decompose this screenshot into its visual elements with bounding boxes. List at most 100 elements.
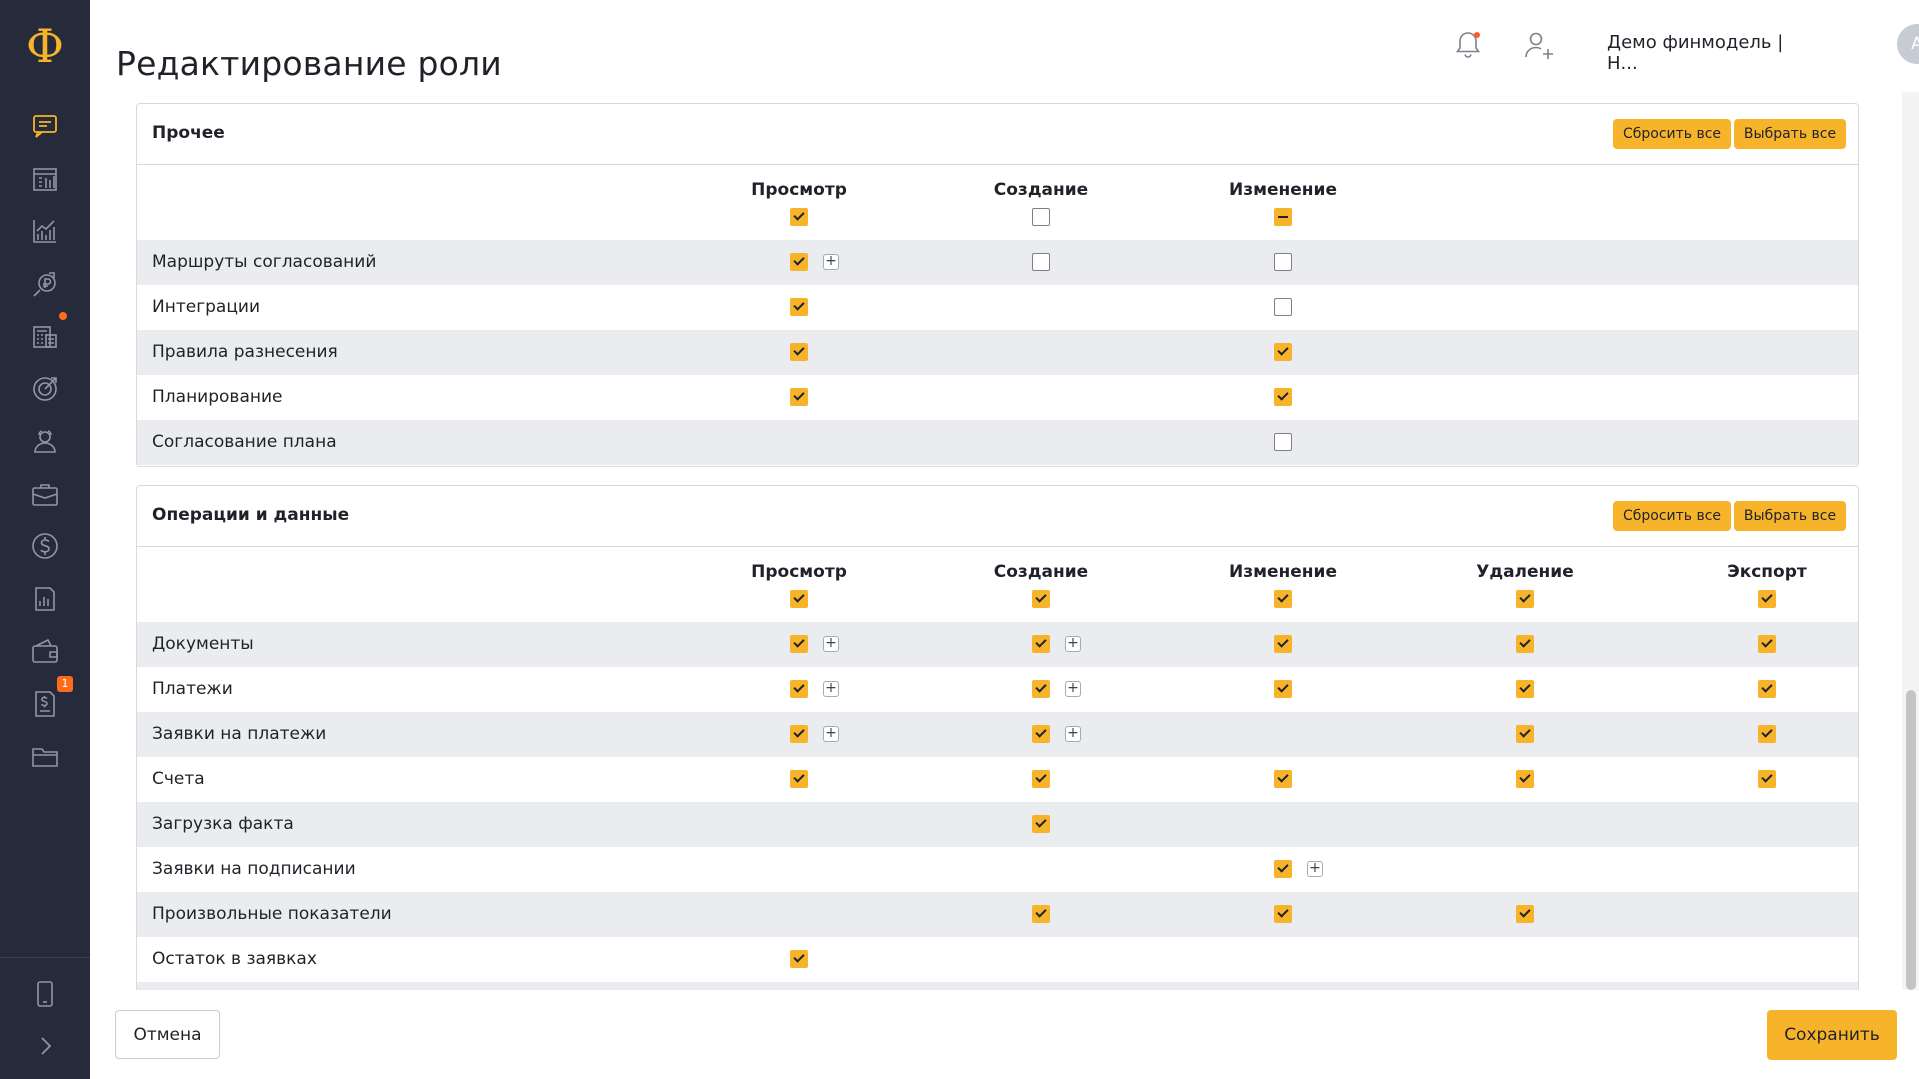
- sidebar-item-calendar[interactable]: [29, 163, 61, 195]
- permission-checkbox[interactable]: [1758, 725, 1776, 743]
- sidebar-item-chat[interactable]: [29, 110, 61, 142]
- permission-checkbox[interactable]: [1274, 635, 1292, 653]
- permission-checkbox[interactable]: [1274, 680, 1292, 698]
- permission-checkbox[interactable]: [1758, 680, 1776, 698]
- permission-checkbox[interactable]: [790, 725, 808, 743]
- sidebar-item-wallet[interactable]: [29, 635, 61, 667]
- sidebar-bottom-mobile[interactable]: [29, 978, 61, 1010]
- permission-checkbox[interactable]: [790, 680, 808, 698]
- add-user-button[interactable]: [1522, 28, 1556, 62]
- sidebar-item-dollar[interactable]: [29, 530, 61, 562]
- column-select-all-checkbox[interactable]: [790, 590, 808, 608]
- column-select-all-checkbox[interactable]: [1274, 590, 1292, 608]
- expand-plus-icon[interactable]: +: [1065, 726, 1081, 742]
- permission-checkbox[interactable]: [1274, 433, 1292, 451]
- cancel-button[interactable]: Отмена: [115, 1010, 220, 1059]
- permission-checkbox[interactable]: [790, 770, 808, 788]
- sidebar-item-calculator[interactable]: [29, 312, 67, 352]
- column-select-all-checkbox[interactable]: [1274, 208, 1292, 226]
- save-button[interactable]: Сохранить: [1767, 1010, 1897, 1060]
- permission-checkbox[interactable]: [1516, 905, 1534, 923]
- permission-checkbox[interactable]: [1274, 343, 1292, 361]
- expand-plus-icon[interactable]: +: [823, 681, 839, 697]
- permission-checkbox[interactable]: [1516, 635, 1534, 653]
- reset-all-button[interactable]: Сбросить все: [1613, 501, 1731, 531]
- permission-checkbox[interactable]: [1516, 680, 1534, 698]
- footer-bar: Отмена Сохранить: [90, 990, 1919, 1079]
- avatar[interactable]: А: [1897, 24, 1919, 64]
- scrollbar-thumb[interactable]: [1906, 690, 1916, 990]
- column-select-all-checkbox[interactable]: [1032, 590, 1050, 608]
- app-logo[interactable]: Ф: [25, 19, 65, 73]
- invoice-icon: [35, 690, 55, 717]
- permission-checkbox[interactable]: [1758, 770, 1776, 788]
- permission-checkbox[interactable]: [1032, 253, 1050, 271]
- permission-row: Заявки на платежи + +: [137, 712, 1858, 757]
- permission-row: Счета: [137, 757, 1858, 802]
- column-label: Создание: [993, 180, 1089, 200]
- sidebar-divider: [0, 957, 90, 958]
- permission-checkbox[interactable]: [1032, 905, 1050, 923]
- sidebar-item-target[interactable]: [29, 373, 61, 405]
- calendar-icon: [33, 167, 57, 191]
- sidebar-item-ruble-growth[interactable]: [29, 268, 61, 300]
- sidebar-item-report[interactable]: [29, 583, 61, 615]
- permission-checkbox[interactable]: [790, 253, 808, 271]
- role-editor-content: Прочее Сбросить все Выбрать все Просмотр Соз…: [90, 92, 1900, 990]
- sidebar-item-users[interactable]: [29, 425, 61, 457]
- folder-icon: [32, 748, 58, 767]
- org-selector[interactable]: Демо финмодель | Н...: [1607, 32, 1784, 74]
- reset-all-button[interactable]: Сбросить все: [1613, 119, 1731, 149]
- permission-checkbox[interactable]: [1274, 253, 1292, 271]
- select-all-button[interactable]: Выбрать все: [1734, 501, 1846, 531]
- permission-checkbox[interactable]: [1516, 770, 1534, 788]
- permission-checkbox[interactable]: [1274, 860, 1292, 878]
- permission-checkbox[interactable]: [1032, 725, 1050, 743]
- permission-row: Остаток в заявках: [137, 937, 1858, 982]
- permission-checkbox[interactable]: [790, 298, 808, 316]
- sidebar-item-invoice[interactable]: 1: [29, 675, 73, 720]
- permission-checkbox[interactable]: [1274, 298, 1292, 316]
- permission-label: Остаток в заявках: [152, 949, 317, 969]
- select-all-button[interactable]: Выбрать все: [1734, 119, 1846, 149]
- permission-row: Правила разнесения: [137, 330, 1858, 375]
- permission-checkbox[interactable]: [790, 343, 808, 361]
- column-select-all-checkbox[interactable]: [790, 208, 808, 226]
- column-select-all-checkbox[interactable]: [1032, 208, 1050, 226]
- permission-checkbox[interactable]: [1516, 725, 1534, 743]
- permission-checkbox[interactable]: [790, 950, 808, 968]
- permission-label: Интеграции: [152, 297, 261, 317]
- permission-checkbox[interactable]: [1274, 905, 1292, 923]
- permission-checkbox[interactable]: [1032, 680, 1050, 698]
- column-select-all-checkbox[interactable]: [1758, 590, 1776, 608]
- sidebar-item-chart[interactable]: [29, 215, 61, 247]
- permission-checkbox[interactable]: [790, 635, 808, 653]
- column-select-all-checkbox[interactable]: [1516, 590, 1534, 608]
- permission-checkbox[interactable]: [1758, 635, 1776, 653]
- permission-checkbox[interactable]: [790, 388, 808, 406]
- users-icon: [34, 430, 56, 453]
- expand-plus-icon[interactable]: +: [1307, 861, 1323, 877]
- permission-checkbox[interactable]: [1032, 770, 1050, 788]
- wallet-icon: [32, 638, 58, 663]
- expand-plus-icon[interactable]: +: [823, 254, 839, 270]
- permission-label: Заявки на подписании: [152, 859, 356, 879]
- expand-icon: [41, 1037, 52, 1055]
- sidebar-bottom-expand[interactable]: [29, 1030, 61, 1062]
- bell-icon: [1455, 32, 1481, 58]
- permission-checkbox[interactable]: [1032, 635, 1050, 653]
- permission-checkbox[interactable]: [1032, 815, 1050, 833]
- permission-checkbox[interactable]: [1274, 770, 1292, 788]
- permissions-panel-operations: Операции и данные Сбросить все Выбрать все…: [136, 485, 1859, 990]
- notifications-button[interactable]: [1451, 28, 1485, 62]
- expand-plus-icon[interactable]: +: [823, 636, 839, 652]
- permission-checkbox[interactable]: [1274, 388, 1292, 406]
- sidebar-item-folder[interactable]: [29, 740, 61, 772]
- permission-label: Согласование плана: [152, 432, 337, 452]
- sidebar-item-briefcase[interactable]: [29, 478, 61, 510]
- expand-plus-icon[interactable]: +: [1065, 636, 1081, 652]
- column-header-row: Просмотр Создание Изменение: [137, 165, 1858, 240]
- permission-label: Загрузка факта: [152, 814, 294, 834]
- expand-plus-icon[interactable]: +: [823, 726, 839, 742]
- expand-plus-icon[interactable]: +: [1065, 681, 1081, 697]
